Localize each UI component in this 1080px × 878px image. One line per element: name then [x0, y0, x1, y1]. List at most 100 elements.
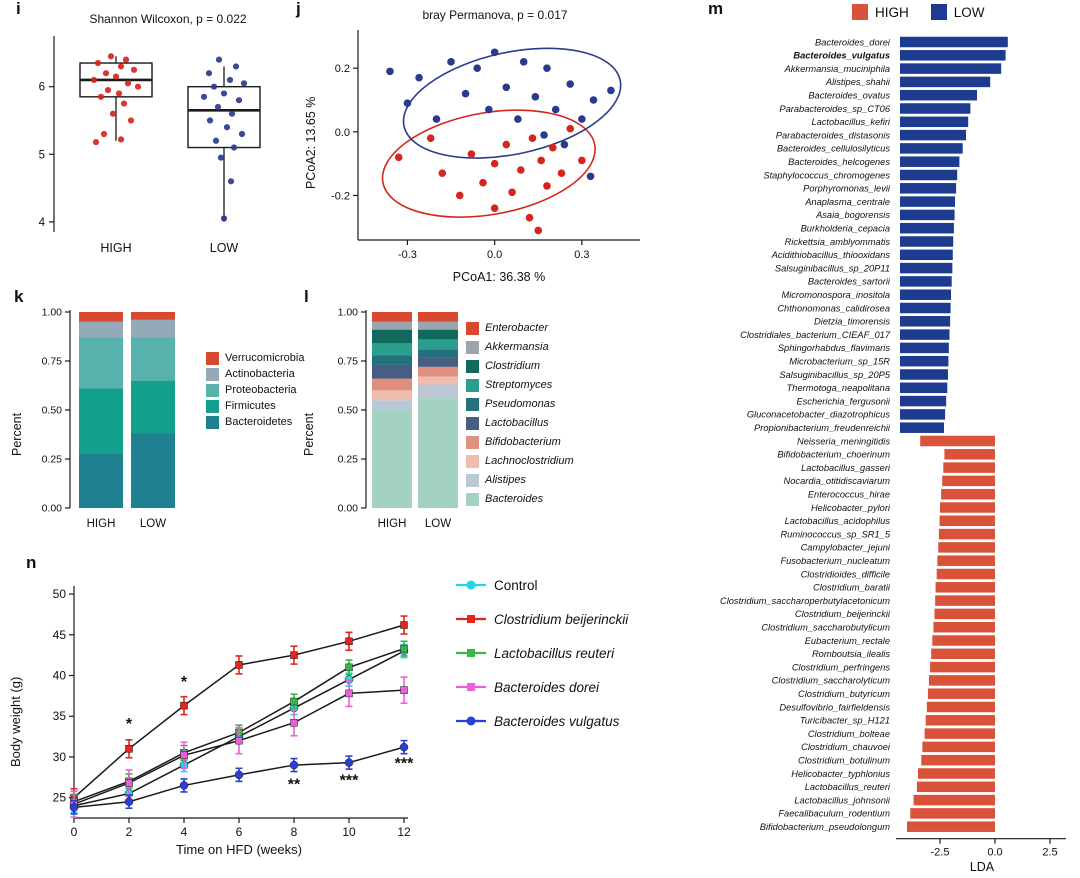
- svg-text:0.2: 0.2: [335, 63, 350, 75]
- svg-text:-0.3: -0.3: [398, 249, 417, 261]
- svg-text:Romboutsia_ilealis: Romboutsia_ilealis: [812, 649, 890, 659]
- svg-text:Lactobacillus_reuteri: Lactobacillus_reuteri: [805, 782, 891, 792]
- legend-item: Lachnoclostridium: [466, 455, 574, 468]
- svg-text:Bacteroides_helcogenes: Bacteroides_helcogenes: [788, 157, 890, 167]
- legend-label: Bacteroides vulgatus: [494, 713, 620, 729]
- legend-marker-icon: [456, 716, 486, 726]
- pcoa-scatter-chart: -0.3 0.0 0.3 -0.2 0.0 0.2: [331, 30, 640, 261]
- legend-label: Alistipes: [485, 474, 526, 486]
- svg-text:Clostridium_botulinum: Clostridium_botulinum: [798, 756, 890, 766]
- phylum-legend: Verrucomicrobia Actinobacteria Proteobacte…: [206, 352, 304, 432]
- legend-item: Verrucomicrobia: [206, 352, 304, 365]
- svg-text:Thermotoga_neapolitana: Thermotoga_neapolitana: [787, 383, 890, 393]
- legend-item: Enterobacter: [466, 322, 574, 335]
- svg-text:Bacteroides_sartorii: Bacteroides_sartorii: [808, 277, 891, 287]
- panel-j-title: bray Permanova, p = 0.017: [422, 8, 568, 22]
- svg-text:Micromonospora_inositola: Micromonospora_inositola: [781, 290, 890, 300]
- svg-text:Bacteroides_cellulosilyticus: Bacteroides_cellulosilyticus: [777, 144, 891, 154]
- phylum-stack-chart: 0.00 0.25 0.50 0.75 1.00 HIGH LOW: [42, 307, 175, 530]
- svg-text:Clostridium_baratii: Clostridium_baratii: [813, 583, 891, 593]
- svg-text:Salsuginibacillus_sp_20P11: Salsuginibacillus_sp_20P11: [775, 263, 890, 273]
- legend-swatch: [466, 341, 479, 354]
- legend-item: Alistipes: [466, 474, 574, 487]
- legend-item: Akkermansia: [466, 341, 574, 354]
- svg-text:Lactobacillus_gasseri: Lactobacillus_gasseri: [801, 463, 891, 473]
- panel-label-m: m: [708, 0, 724, 18]
- svg-text:Sphingorhabdus_flavimaris: Sphingorhabdus_flavimaris: [778, 343, 890, 353]
- svg-text:Gluconacetobacter_diazotrophic: Gluconacetobacter_diazotrophicus: [747, 410, 891, 420]
- svg-text:Clostridium_butyricum: Clostridium_butyricum: [798, 689, 890, 699]
- svg-text:Nocardia_otitidiscaviarum: Nocardia_otitidiscaviarum: [784, 476, 891, 486]
- svg-text:Dietzia_timorensis: Dietzia_timorensis: [814, 317, 890, 327]
- genus-stack-chart: 0.00 0.25 0.50 0.75 1.00 HIGH LOW: [338, 307, 458, 530]
- svg-text:0.00: 0.00: [42, 503, 63, 515]
- svg-text:30: 30: [53, 750, 67, 764]
- panel-m-lda: HIGH LOW Bacteroides_dorei Bacteroides_vul…: [650, 0, 1080, 878]
- panel-k-phylum-stack: Percent 0.00 0.25 0.50 0.75 1.00 HIGH LOW Verr…: [8, 294, 304, 570]
- svg-text:Alistipes_shahii: Alistipes_shahii: [825, 77, 891, 87]
- shannon-boxplot-chart: 4 5 6 HIGH LOW: [39, 36, 261, 255]
- legend-swatch: [466, 417, 479, 430]
- svg-text:LOW: LOW: [210, 241, 239, 255]
- svg-text:Bacteroides_ovatus: Bacteroides_ovatus: [808, 91, 890, 101]
- svg-text:Salsuginibacillus_sp_20P5: Salsuginibacillus_sp_20P5: [779, 370, 890, 380]
- legend-label: Verrucomicrobia: [225, 352, 305, 364]
- svg-text:0.50: 0.50: [338, 405, 359, 417]
- svg-text:2.5: 2.5: [1042, 847, 1057, 859]
- legend-label: Bacteroides dorei: [494, 679, 600, 695]
- legend-item: Bacteroides: [466, 493, 574, 506]
- lda-bar-chart: Bacteroides_dorei Bacteroides_vulgatus Akk…: [720, 36, 1066, 859]
- svg-text:Lactobacillus_johnsonii: Lactobacillus_johnsonii: [794, 795, 891, 805]
- svg-text:0.25: 0.25: [338, 454, 359, 466]
- svg-text:Acidithiobacillus_thiooxidans: Acidithiobacillus_thiooxidans: [771, 250, 891, 260]
- svg-text:0.0: 0.0: [487, 249, 502, 261]
- svg-text:Clostridium_saccharolyticum: Clostridium_saccharolyticum: [772, 676, 891, 686]
- svg-text:1.00: 1.00: [42, 307, 63, 319]
- panel-i-boxplot: Shannon Wilcoxon, p = 0.022 4 5 6 HIGH LOW: [8, 12, 292, 278]
- panel-l-genus-stack: Percent 0.00 0.25 0.50 0.75 1.00 HIGH LOW Ente…: [298, 294, 646, 570]
- svg-text:0.25: 0.25: [42, 454, 63, 466]
- legend-item: Control: [456, 578, 628, 592]
- svg-text:50: 50: [53, 587, 67, 601]
- svg-text:Propionibacterium_freudenreich: Propionibacterium_freudenreichii: [754, 423, 891, 433]
- svg-text:Parabacteroides_distasonis: Parabacteroides_distasonis: [776, 130, 891, 140]
- svg-text:0.50: 0.50: [42, 405, 63, 417]
- svg-text:Clostridioides_difficile: Clostridioides_difficile: [801, 569, 890, 579]
- legend-swatch: [466, 455, 479, 468]
- legend-swatch: [206, 352, 219, 365]
- genus-legend: Enterobacter Akkermansia Clostridium Strept…: [466, 322, 574, 512]
- legend-swatch: [466, 436, 479, 449]
- svg-text:2: 2: [126, 825, 133, 839]
- legend-item: Actinobacteria: [206, 368, 304, 381]
- svg-text:0.75: 0.75: [338, 356, 359, 368]
- svg-text:Clostridium_perfringens: Clostridium_perfringens: [792, 662, 891, 672]
- svg-text:Porphyromonas_levii: Porphyromonas_levii: [803, 184, 891, 194]
- legend-item: Bacteroides dorei: [456, 680, 628, 694]
- svg-text:Faecalibaculum_rodentium: Faecalibaculum_rodentium: [778, 809, 890, 819]
- legend-item: Bacteroidetes: [206, 416, 304, 429]
- svg-text:HIGH: HIGH: [378, 518, 407, 530]
- svg-text:Ruminococcus_sp_SR1_5: Ruminococcus_sp_SR1_5: [780, 529, 890, 539]
- panel-j-pcoa: bray Permanova, p = 0.017 -0.3 0.0 0.3 -0.2…: [298, 8, 648, 292]
- legend-item: Clostridium beijerinckii: [456, 612, 628, 626]
- svg-text:Chthonomonas_calidirosea: Chthonomonas_calidirosea: [777, 303, 890, 313]
- pcoa1-axis-label: PCoA1: 36.38 %: [452, 270, 546, 284]
- legend-marker-icon: [456, 649, 486, 657]
- legend-swatch: [466, 379, 479, 392]
- svg-text:Eubacterium_rectale: Eubacterium_rectale: [805, 636, 890, 646]
- legend-marker-icon: [456, 615, 486, 623]
- svg-text:25: 25: [53, 791, 67, 805]
- svg-text:Bifidobacterium_choerinum: Bifidobacterium_choerinum: [777, 450, 890, 460]
- svg-text:Bacteroides_vulgatus: Bacteroides_vulgatus: [793, 51, 890, 61]
- legend-item-high: HIGH: [852, 4, 909, 20]
- svg-text:0.0: 0.0: [335, 127, 350, 139]
- legend-label: Bacteroides: [485, 493, 544, 505]
- svg-text:-2.5: -2.5: [931, 847, 950, 859]
- svg-text:Helicobacter_typhlonius: Helicobacter_typhlonius: [791, 769, 890, 779]
- legend-label: Streptomyces: [485, 379, 553, 391]
- legend-label: Lachnoclostridium: [485, 455, 574, 467]
- legend-label: Control: [494, 577, 538, 593]
- legend-swatch: [206, 384, 219, 397]
- panel-label-l: l: [304, 287, 309, 306]
